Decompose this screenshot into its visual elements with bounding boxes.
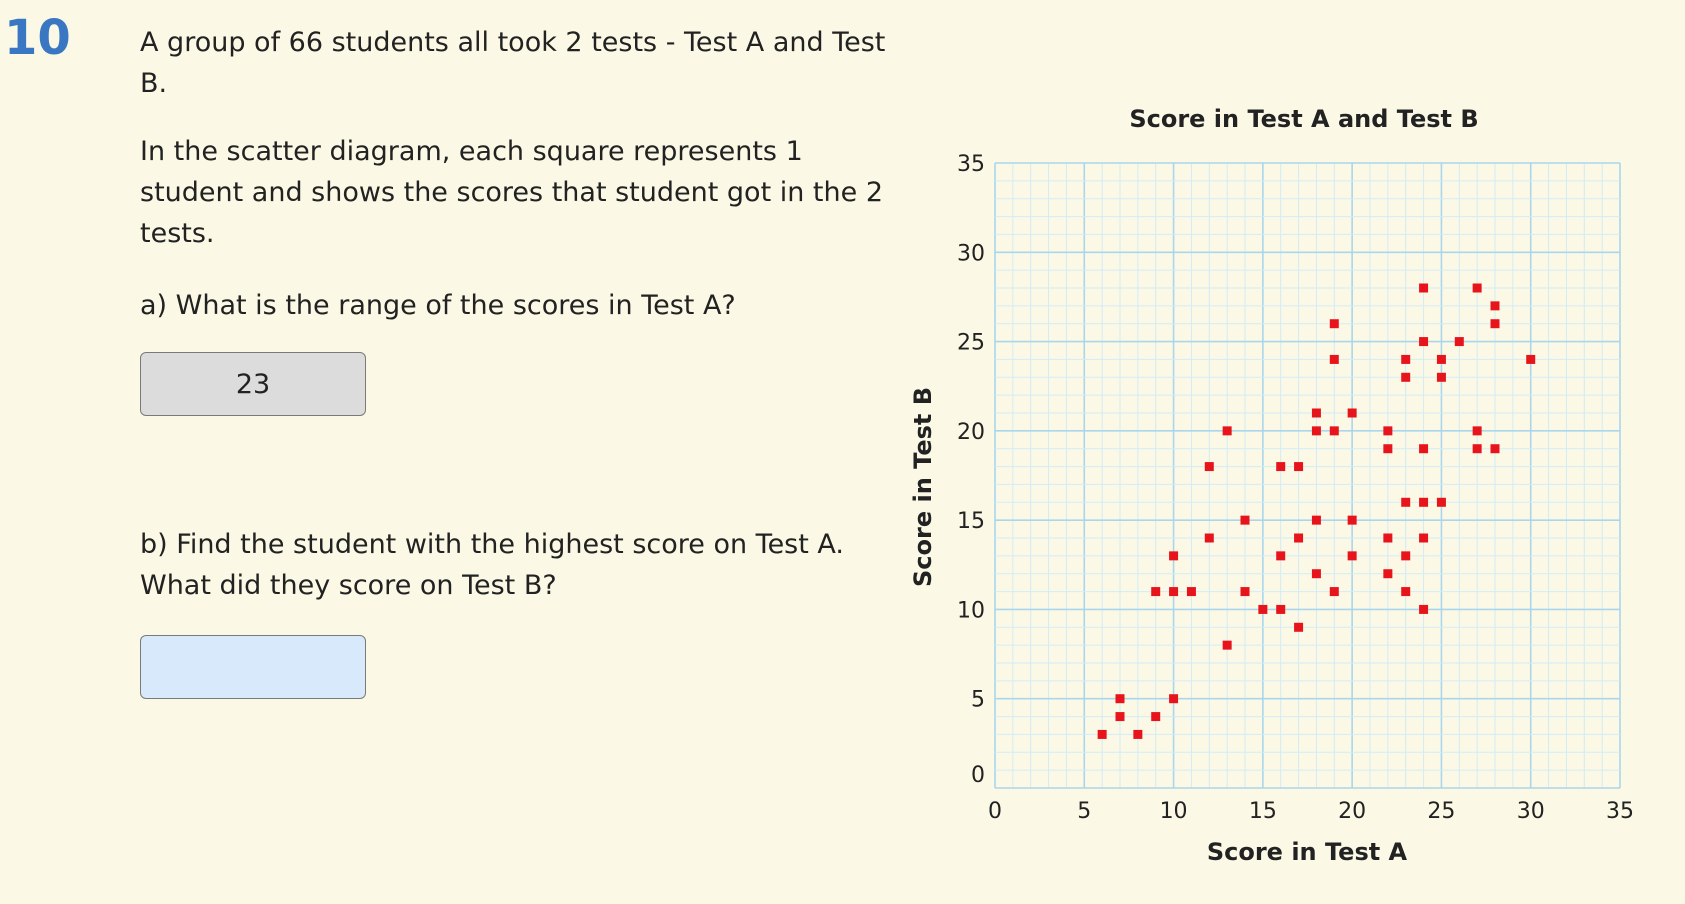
data-point <box>1097 729 1107 739</box>
data-point <box>1329 319 1339 329</box>
chart-x-axis-label: Score in Test A <box>1207 838 1408 866</box>
x-tick-label: 0 <box>988 799 1002 824</box>
data-point <box>1169 694 1179 704</box>
y-tick-label: 0 <box>971 763 985 788</box>
data-point <box>1347 551 1357 561</box>
answer-a-box[interactable]: 23 <box>140 352 366 416</box>
y-tick-label: 30 <box>957 241 985 266</box>
data-point <box>1204 462 1214 472</box>
data-point <box>1329 426 1339 436</box>
data-point <box>1419 337 1429 347</box>
chart-y-axis-label: Score in Test B <box>909 387 937 587</box>
data-point <box>1240 515 1250 525</box>
y-tick-label: 10 <box>957 598 985 623</box>
data-point <box>1133 729 1143 739</box>
data-point <box>1240 587 1250 597</box>
data-point <box>1401 587 1411 597</box>
data-point <box>1490 444 1500 454</box>
x-tick-label: 35 <box>1606 799 1634 824</box>
question-description: In the scatter diagram, each square repr… <box>140 136 884 249</box>
data-point <box>1186 587 1196 597</box>
y-tick-label: 5 <box>971 688 985 713</box>
data-point <box>1311 515 1321 525</box>
question-part-b: b) Find the student with the highest sco… <box>140 529 844 601</box>
data-point <box>1383 569 1393 579</box>
data-point <box>1115 712 1125 722</box>
data-point <box>1311 408 1321 418</box>
y-tick-label: 15 <box>957 509 985 534</box>
data-point <box>1401 497 1411 507</box>
data-point <box>1294 462 1304 472</box>
data-point <box>1258 604 1268 614</box>
y-tick-label: 25 <box>957 331 985 356</box>
data-point <box>1419 444 1429 454</box>
data-point <box>1169 587 1179 597</box>
data-point <box>1472 426 1482 436</box>
data-point <box>1401 372 1411 382</box>
data-point <box>1311 569 1321 579</box>
data-point <box>1329 354 1339 364</box>
data-point <box>1276 462 1286 472</box>
data-point <box>1151 712 1161 722</box>
data-point <box>1383 533 1393 543</box>
data-point <box>1347 408 1357 418</box>
chart-points <box>1097 283 1536 739</box>
x-tick-label: 15 <box>1249 799 1277 824</box>
chart-title: Score in Test A and Test B <box>1129 105 1478 133</box>
data-point <box>1383 426 1393 436</box>
chart-tick-labels: 0 5 10 15 20 25 30 35 0 5 10 15 20 25 30 35 <box>957 152 1634 824</box>
data-point <box>1329 587 1339 597</box>
question-part-a: a) What is the range of the scores in Te… <box>140 290 736 321</box>
y-tick-label: 20 <box>957 420 985 445</box>
data-point <box>1436 372 1446 382</box>
data-point <box>1311 426 1321 436</box>
x-tick-label: 25 <box>1427 799 1455 824</box>
data-point <box>1151 587 1161 597</box>
data-point <box>1472 444 1482 454</box>
data-point <box>1419 283 1429 293</box>
data-point <box>1294 622 1304 632</box>
answer-b-input[interactable] <box>140 635 366 699</box>
x-tick-label: 5 <box>1077 799 1091 824</box>
question-intro: A group of 66 students all took 2 tests … <box>140 27 886 99</box>
data-point <box>1454 337 1464 347</box>
data-point <box>1222 640 1232 650</box>
data-point <box>1419 497 1429 507</box>
data-point <box>1276 604 1286 614</box>
data-point <box>1401 354 1411 364</box>
data-point <box>1419 533 1429 543</box>
data-point <box>1204 533 1214 543</box>
data-point <box>1115 694 1125 704</box>
data-point <box>1436 354 1446 364</box>
data-point <box>1169 551 1179 561</box>
question-number: 10 <box>4 10 71 66</box>
data-point <box>1419 604 1429 614</box>
data-point <box>1347 515 1357 525</box>
data-point <box>1436 497 1446 507</box>
data-point <box>1526 354 1536 364</box>
data-point <box>1222 426 1232 436</box>
y-tick-label: 35 <box>957 152 985 177</box>
x-tick-label: 20 <box>1338 799 1366 824</box>
data-point <box>1490 301 1500 311</box>
x-tick-label: 30 <box>1517 799 1545 824</box>
data-point <box>1490 319 1500 329</box>
data-point <box>1472 283 1482 293</box>
x-tick-label: 10 <box>1160 799 1188 824</box>
data-point <box>1401 551 1411 561</box>
data-point <box>1383 444 1393 454</box>
data-point <box>1294 533 1304 543</box>
data-point <box>1276 551 1286 561</box>
chart-grid <box>994 162 1621 789</box>
